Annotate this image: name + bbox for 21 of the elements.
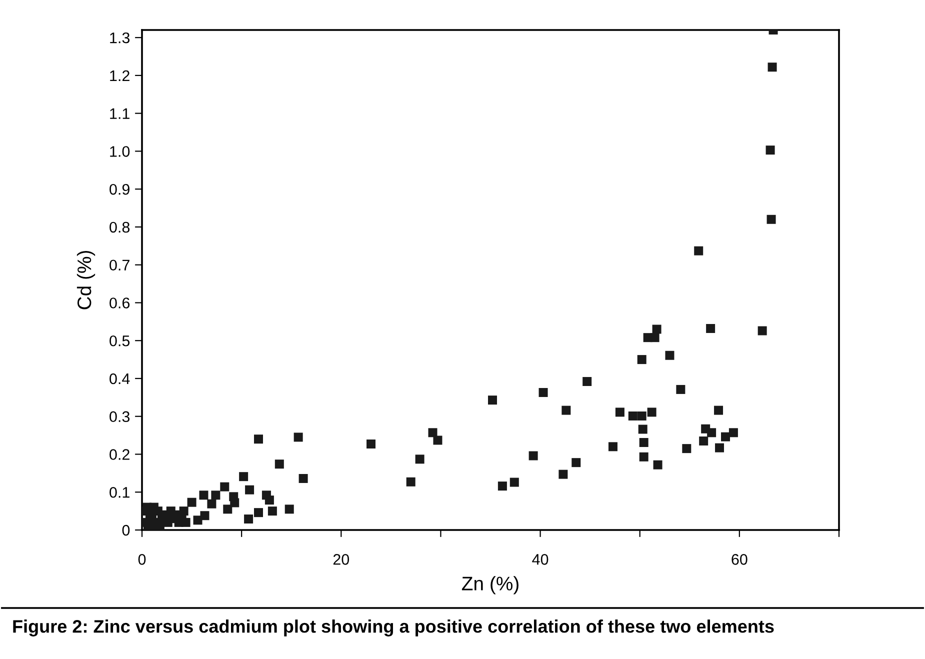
y-tick-label: 0.5	[110, 335, 130, 346]
y-tick-label: 1.3	[110, 32, 130, 44]
caption: Figure 2: Zinc versus cadmium plot showing a positive correlation of these two elements	[13, 620, 774, 636]
y-tick-label: 0.6	[110, 298, 130, 308]
y-tick-label: 1.1	[110, 108, 130, 119]
x-tick-label: 60	[732, 554, 748, 565]
y-tick-label: 0.8	[110, 222, 130, 233]
x-tick-label: 20	[333, 554, 350, 565]
y-tick-label: 0.2	[110, 449, 130, 460]
y-tick-label: 0.9	[110, 184, 130, 195]
y-tick-label: 0.7	[110, 260, 130, 271]
y-tick-label: 0.1	[110, 486, 130, 498]
y-axis-title: Cd (%)	[76, 250, 96, 310]
y-tick-label: 0.4	[110, 373, 130, 384]
x-tick-label: 0	[138, 554, 146, 565]
x-tick-label: 40	[532, 554, 548, 565]
y-tick-label: 0	[122, 524, 130, 536]
y-tick-label: 1.2	[110, 70, 130, 81]
y-tick-label: 1.0	[110, 146, 130, 157]
y-tick-label: 0.3	[110, 411, 130, 422]
x-axis-title: Zn (%)	[462, 576, 518, 594]
